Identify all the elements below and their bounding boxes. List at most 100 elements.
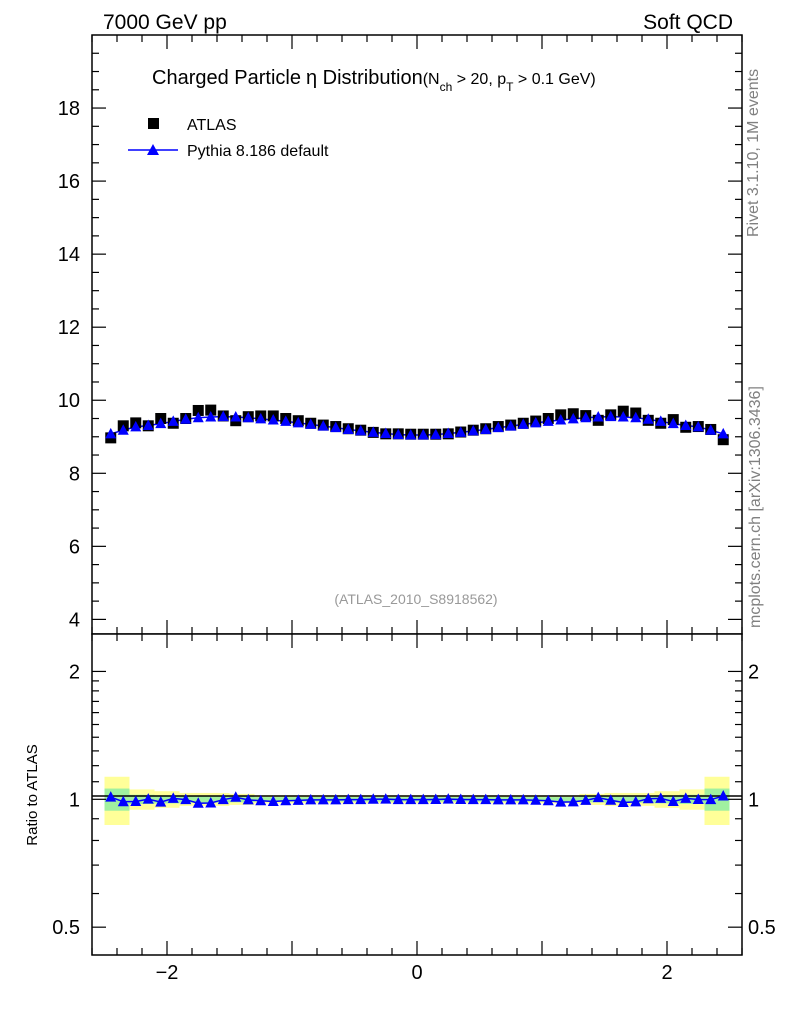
plot-title-cond-t: T (506, 80, 514, 94)
pythia-point (605, 410, 617, 422)
pythia-point (555, 413, 567, 425)
pythia-point (105, 427, 117, 439)
ratio-pythia-point (417, 793, 429, 805)
plot-title-main: Charged Particle (152, 67, 301, 89)
main-panel: 4 6 8 10 12 14 16 18 Charged Particle η Distribu… (58, 34, 743, 635)
ratio-band-inner (204, 796, 230, 803)
ratio-y-tick-label-left: 1 (69, 789, 80, 811)
pythia-point (467, 424, 479, 436)
ratio-pythia-point (705, 793, 717, 805)
pythia-point (280, 415, 292, 426)
ratio-pythia-point (267, 795, 279, 807)
pythia-point (217, 410, 229, 422)
ratio-band-inner (604, 796, 630, 803)
pythia-point (705, 424, 717, 435)
pythia-point (292, 416, 304, 428)
pythia-point (617, 411, 629, 422)
plot-title-eta: η (306, 67, 317, 89)
ratio-pythia-point (142, 793, 154, 804)
ratio-pythia-point (530, 794, 542, 805)
ratio-y-tick-label-right: 1 (748, 789, 759, 811)
pythia-point (667, 417, 679, 429)
legend-marker-atlas (148, 118, 159, 129)
ratio-pythia-point (467, 793, 479, 805)
pythia-point (155, 417, 167, 429)
ratio-pythia-point (255, 794, 267, 806)
ratio-axis-ticks (91, 634, 743, 955)
ratio-pythia-point (455, 793, 467, 804)
ratio-pythia-point (130, 795, 142, 807)
pythia-point (630, 411, 642, 423)
main-y-tick-labels: 4 6 8 10 12 14 16 18 (58, 98, 80, 631)
plot-title-cond-ch: ch (440, 80, 453, 94)
ratio-frame (91, 633, 743, 956)
ratio-pythia-point (442, 793, 454, 804)
ratio-pythia-point (292, 794, 304, 805)
ratio-pythia-point (155, 796, 167, 807)
pythia-point (392, 428, 404, 440)
ratio-pythia-point (405, 793, 417, 805)
ratio-pythia-point (117, 795, 129, 807)
ratio-y-axis-label: Ratio to ATLAS (24, 744, 41, 845)
ratio-pythia-point (605, 794, 617, 805)
ratio-pythia-point (330, 793, 342, 805)
pythia-point (317, 420, 329, 431)
ratio-pythia-point (192, 797, 204, 808)
ratio-pythia-point (667, 795, 679, 807)
legend-marker-pythia (147, 144, 159, 155)
ratio-pythia-point (617, 796, 629, 807)
pythia-point (580, 411, 592, 423)
pythia-point (230, 411, 242, 422)
ratio-y-tick-label-right: 2 (748, 661, 759, 683)
ratio-pythia-point (567, 795, 579, 807)
main-data-layer (105, 404, 729, 446)
pythia-point (167, 415, 179, 426)
pythia-point (530, 416, 542, 428)
main-y-tick-label: 12 (58, 317, 80, 339)
pythia-point (117, 424, 129, 435)
header-right: Soft QCD (643, 11, 733, 34)
plot-title-tail: Distribution (317, 67, 423, 89)
ratio-pythia-point (392, 793, 404, 805)
ratio-pythia-point (430, 793, 442, 804)
ratio-pythia-point (217, 793, 229, 805)
ratio-pythia-point (580, 794, 592, 805)
pythia-point (642, 413, 654, 424)
ratio-band-inner (154, 795, 180, 804)
ratio-y-tick-label-left: 2 (69, 661, 80, 683)
pythia-point (680, 419, 692, 430)
plot-title: Charged Particle η Distribution(Nch > 20,… (152, 67, 596, 94)
pythia-point (655, 415, 667, 426)
atlas-point (192, 404, 204, 416)
x-tick-label: 2 (661, 962, 672, 984)
atlas-point (205, 404, 217, 416)
ratio-pythia-point (492, 793, 504, 805)
ratio-y-tick-label-right: 0.5 (748, 917, 776, 939)
pythia-point (405, 428, 417, 440)
ratio-pythia-point (630, 795, 642, 807)
ratio-pythia-point (680, 792, 692, 803)
ratio-band-inner (179, 796, 205, 803)
plot-title-cond-end: > 0.1 GeV) (513, 71, 595, 88)
main-y-tick-label: 18 (58, 98, 80, 120)
plot-title-cond-n: (N (423, 71, 440, 88)
pythia-point (205, 411, 217, 422)
ratio-pythia-point (717, 790, 729, 801)
atlas-point (717, 434, 729, 446)
ratio-pythia-point (305, 793, 317, 805)
main-axis-ticks (91, 35, 743, 634)
main-y-tick-label: 16 (58, 171, 80, 193)
ratio-data-layer (105, 790, 729, 808)
pythia-point (305, 418, 317, 429)
main-y-tick-label: 14 (58, 244, 80, 266)
ratio-pythia-point (317, 793, 329, 805)
ratio-pythia-point (167, 792, 179, 803)
ratio-pythia-point (230, 791, 242, 802)
ratio-pythia-point (355, 793, 367, 805)
pythia-point (342, 423, 354, 434)
header-left: 7000 GeV pp (103, 11, 227, 34)
pythia-point (592, 411, 604, 422)
pythia-point (355, 424, 367, 436)
ratio-y-tick-labels: 0.5 0.5 1 1 2 2 (52, 661, 776, 939)
